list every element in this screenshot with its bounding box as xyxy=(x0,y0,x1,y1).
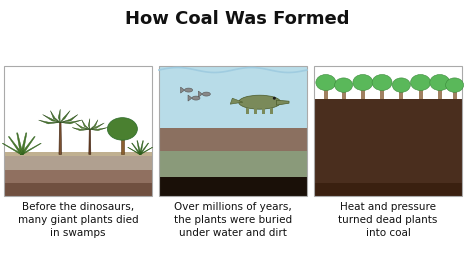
Polygon shape xyxy=(2,144,23,155)
Polygon shape xyxy=(139,148,153,155)
Polygon shape xyxy=(60,121,82,124)
Bar xyxy=(121,137,124,155)
Bar xyxy=(159,129,307,151)
Polygon shape xyxy=(60,111,70,123)
Ellipse shape xyxy=(184,89,192,93)
Ellipse shape xyxy=(410,75,430,91)
Polygon shape xyxy=(50,111,60,123)
Bar xyxy=(453,91,456,99)
Ellipse shape xyxy=(108,118,137,141)
Polygon shape xyxy=(181,88,184,94)
Ellipse shape xyxy=(316,75,336,91)
Polygon shape xyxy=(198,92,202,98)
Polygon shape xyxy=(276,101,289,106)
Bar xyxy=(246,109,249,115)
Polygon shape xyxy=(59,123,62,155)
Ellipse shape xyxy=(202,93,210,97)
Bar xyxy=(262,109,265,115)
Ellipse shape xyxy=(273,97,276,100)
Polygon shape xyxy=(90,123,104,130)
Ellipse shape xyxy=(430,75,450,91)
Ellipse shape xyxy=(392,78,410,93)
Polygon shape xyxy=(82,120,90,130)
Polygon shape xyxy=(72,128,90,131)
Polygon shape xyxy=(89,130,91,155)
Polygon shape xyxy=(137,141,141,155)
Ellipse shape xyxy=(372,75,392,91)
Bar xyxy=(314,183,462,196)
Text: How Coal Was Formed: How Coal Was Formed xyxy=(125,10,349,28)
Polygon shape xyxy=(60,115,78,123)
Polygon shape xyxy=(20,144,41,155)
Bar xyxy=(159,67,307,196)
Bar xyxy=(4,153,152,157)
Bar xyxy=(314,183,462,190)
Ellipse shape xyxy=(353,75,373,91)
Polygon shape xyxy=(43,115,60,123)
Bar xyxy=(399,91,403,99)
Polygon shape xyxy=(188,96,192,102)
Text: Heat and pressure
turned dead plants
into coal: Heat and pressure turned dead plants int… xyxy=(338,201,438,237)
Bar xyxy=(314,99,462,183)
Bar xyxy=(419,89,422,99)
Polygon shape xyxy=(230,99,243,105)
Ellipse shape xyxy=(238,96,281,110)
Polygon shape xyxy=(75,123,90,130)
Bar xyxy=(270,109,273,115)
Bar xyxy=(342,91,346,99)
Polygon shape xyxy=(17,133,23,155)
Polygon shape xyxy=(20,137,35,155)
Bar xyxy=(324,89,328,99)
Ellipse shape xyxy=(192,97,200,101)
Polygon shape xyxy=(38,121,60,124)
Polygon shape xyxy=(88,119,90,130)
Bar xyxy=(159,67,307,129)
Bar xyxy=(159,177,307,196)
Bar xyxy=(314,67,462,99)
Polygon shape xyxy=(90,120,98,130)
Bar xyxy=(4,155,152,170)
Polygon shape xyxy=(9,137,23,155)
Bar xyxy=(4,183,152,196)
Polygon shape xyxy=(90,128,108,131)
Bar xyxy=(4,67,152,196)
Text: Before the dinosaurs,
many giant plants died
in swamps: Before the dinosaurs, many giant plants … xyxy=(18,201,138,237)
Bar xyxy=(361,89,365,99)
Bar xyxy=(438,89,442,99)
Bar xyxy=(4,67,152,196)
Bar xyxy=(159,151,307,177)
Bar xyxy=(314,67,462,196)
Ellipse shape xyxy=(446,78,464,93)
Text: Over millions of years,
the plants were buried
under water and dirt: Over millions of years, the plants were … xyxy=(174,201,292,237)
Polygon shape xyxy=(58,110,60,123)
Polygon shape xyxy=(139,141,144,155)
Polygon shape xyxy=(128,148,141,155)
Ellipse shape xyxy=(335,78,353,93)
Polygon shape xyxy=(132,144,141,155)
Bar xyxy=(254,109,257,115)
Bar xyxy=(159,67,307,196)
Polygon shape xyxy=(139,144,149,155)
Bar xyxy=(4,170,152,183)
Bar xyxy=(380,89,384,99)
Polygon shape xyxy=(20,133,27,155)
